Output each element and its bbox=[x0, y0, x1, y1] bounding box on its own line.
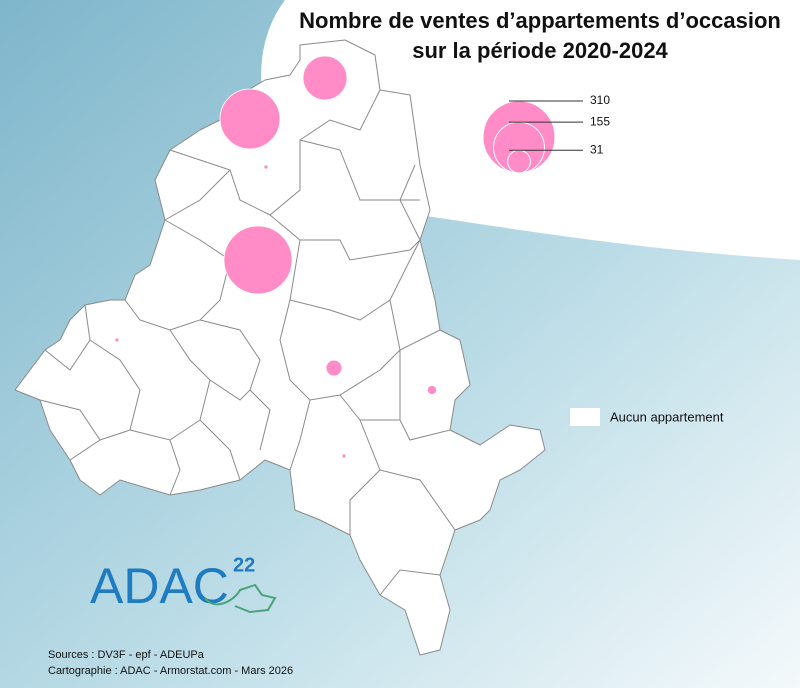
proportional-circles bbox=[114, 55, 437, 459]
commune-circle bbox=[302, 55, 348, 101]
title-line: Nombre de ventes d’appartements d’occasi… bbox=[299, 8, 781, 33]
commune-borders bbox=[39, 89, 456, 596]
commune-circle bbox=[223, 225, 293, 295]
legend-none-label: Aucun appartement bbox=[610, 409, 724, 424]
source-line: Cartographie : ADAC - Armorstat.com - Ma… bbox=[48, 665, 293, 677]
title-line: sur la période 2020-2024 bbox=[412, 38, 668, 63]
commune-circle bbox=[427, 385, 437, 395]
legend-circle bbox=[507, 149, 531, 174]
commune-circle bbox=[341, 453, 347, 459]
legend-none-swatch bbox=[570, 408, 600, 426]
commune-circle bbox=[325, 359, 343, 377]
legend-value: 310 bbox=[590, 93, 610, 107]
legend: 310 155 31 bbox=[482, 93, 610, 174]
legend-value: 31 bbox=[590, 142, 604, 156]
commune-circle bbox=[114, 337, 120, 343]
logo-superscript: 22 bbox=[233, 554, 255, 576]
commune-circle bbox=[263, 164, 269, 170]
source-line: Sources : DV3F - epf - ADEUPa bbox=[48, 649, 205, 661]
logo-text: ADAC bbox=[90, 558, 229, 614]
legend-value: 155 bbox=[590, 114, 610, 128]
commune-circle bbox=[219, 88, 281, 150]
logo-shape bbox=[204, 583, 277, 614]
department-outline bbox=[14, 39, 546, 656]
